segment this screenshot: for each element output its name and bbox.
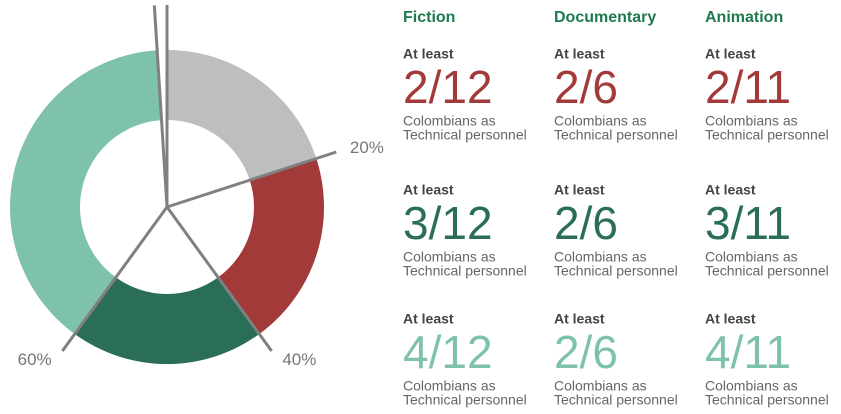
donut-segment (9, 50, 162, 335)
cell-caption: Colombians as (403, 378, 496, 394)
cell-value: 2/11 (705, 61, 791, 113)
cell-caption: Colombians as (403, 113, 496, 129)
cell-caption: Colombians as (554, 113, 647, 129)
tick-label: 20% (350, 138, 384, 157)
cell-caption: Technical personnel (554, 392, 678, 408)
cell-value: 4/11 (705, 326, 791, 378)
tick-label: 60% (18, 350, 52, 369)
cell-value: 3/12 (403, 197, 493, 249)
cell-label: At least (554, 46, 605, 62)
tick-label: 99% (114, 0, 148, 2)
cell-caption: Colombians as (403, 249, 496, 265)
tick-line (166, 150, 337, 209)
cell-label: At least (403, 311, 454, 327)
cell-caption: Technical personnel (705, 127, 829, 143)
cell-label: At least (705, 46, 756, 62)
donut-segment (218, 158, 325, 335)
cell-value: 2/6 (554, 61, 618, 113)
cell-value: 2/6 (554, 326, 618, 378)
cell-label: At least (403, 46, 454, 62)
column-header: Animation (705, 9, 783, 26)
tick-label: 0% (173, 0, 198, 1)
cell-caption: Colombians as (705, 249, 798, 265)
cell-label: At least (705, 311, 756, 327)
cell-caption: Technical personnel (554, 127, 678, 143)
tick-label: 40% (282, 350, 316, 369)
cell-label: At least (403, 182, 454, 198)
cell-label: At least (705, 182, 756, 198)
cell-caption: Technical personnel (403, 127, 527, 143)
cell-caption: Technical personnel (403, 263, 527, 279)
cell-caption: Technical personnel (705, 263, 829, 279)
cell-value: 2/6 (554, 197, 618, 249)
cell-caption: Colombians as (705, 113, 798, 129)
cell-value: 2/12 (403, 61, 493, 113)
tick-line (165, 206, 273, 352)
column-header: Documentary (554, 9, 656, 26)
cell-caption: Technical personnel (554, 263, 678, 279)
cell-caption: Colombians as (554, 378, 647, 394)
cell-label: At least (554, 311, 605, 327)
cell-caption: Colombians as (705, 378, 798, 394)
cell-value: 3/11 (705, 197, 791, 249)
donut-segment (167, 50, 317, 181)
column-header: Fiction (403, 9, 455, 26)
tick-line (152, 5, 169, 208)
cell-label: At least (554, 182, 605, 198)
donut-segment (74, 277, 260, 364)
tick-line (61, 206, 169, 352)
cell-caption: Technical personnel (705, 392, 829, 408)
cell-caption: Colombians as (554, 249, 647, 265)
cell-value: 4/12 (403, 326, 493, 378)
cell-caption: Technical personnel (403, 392, 527, 408)
